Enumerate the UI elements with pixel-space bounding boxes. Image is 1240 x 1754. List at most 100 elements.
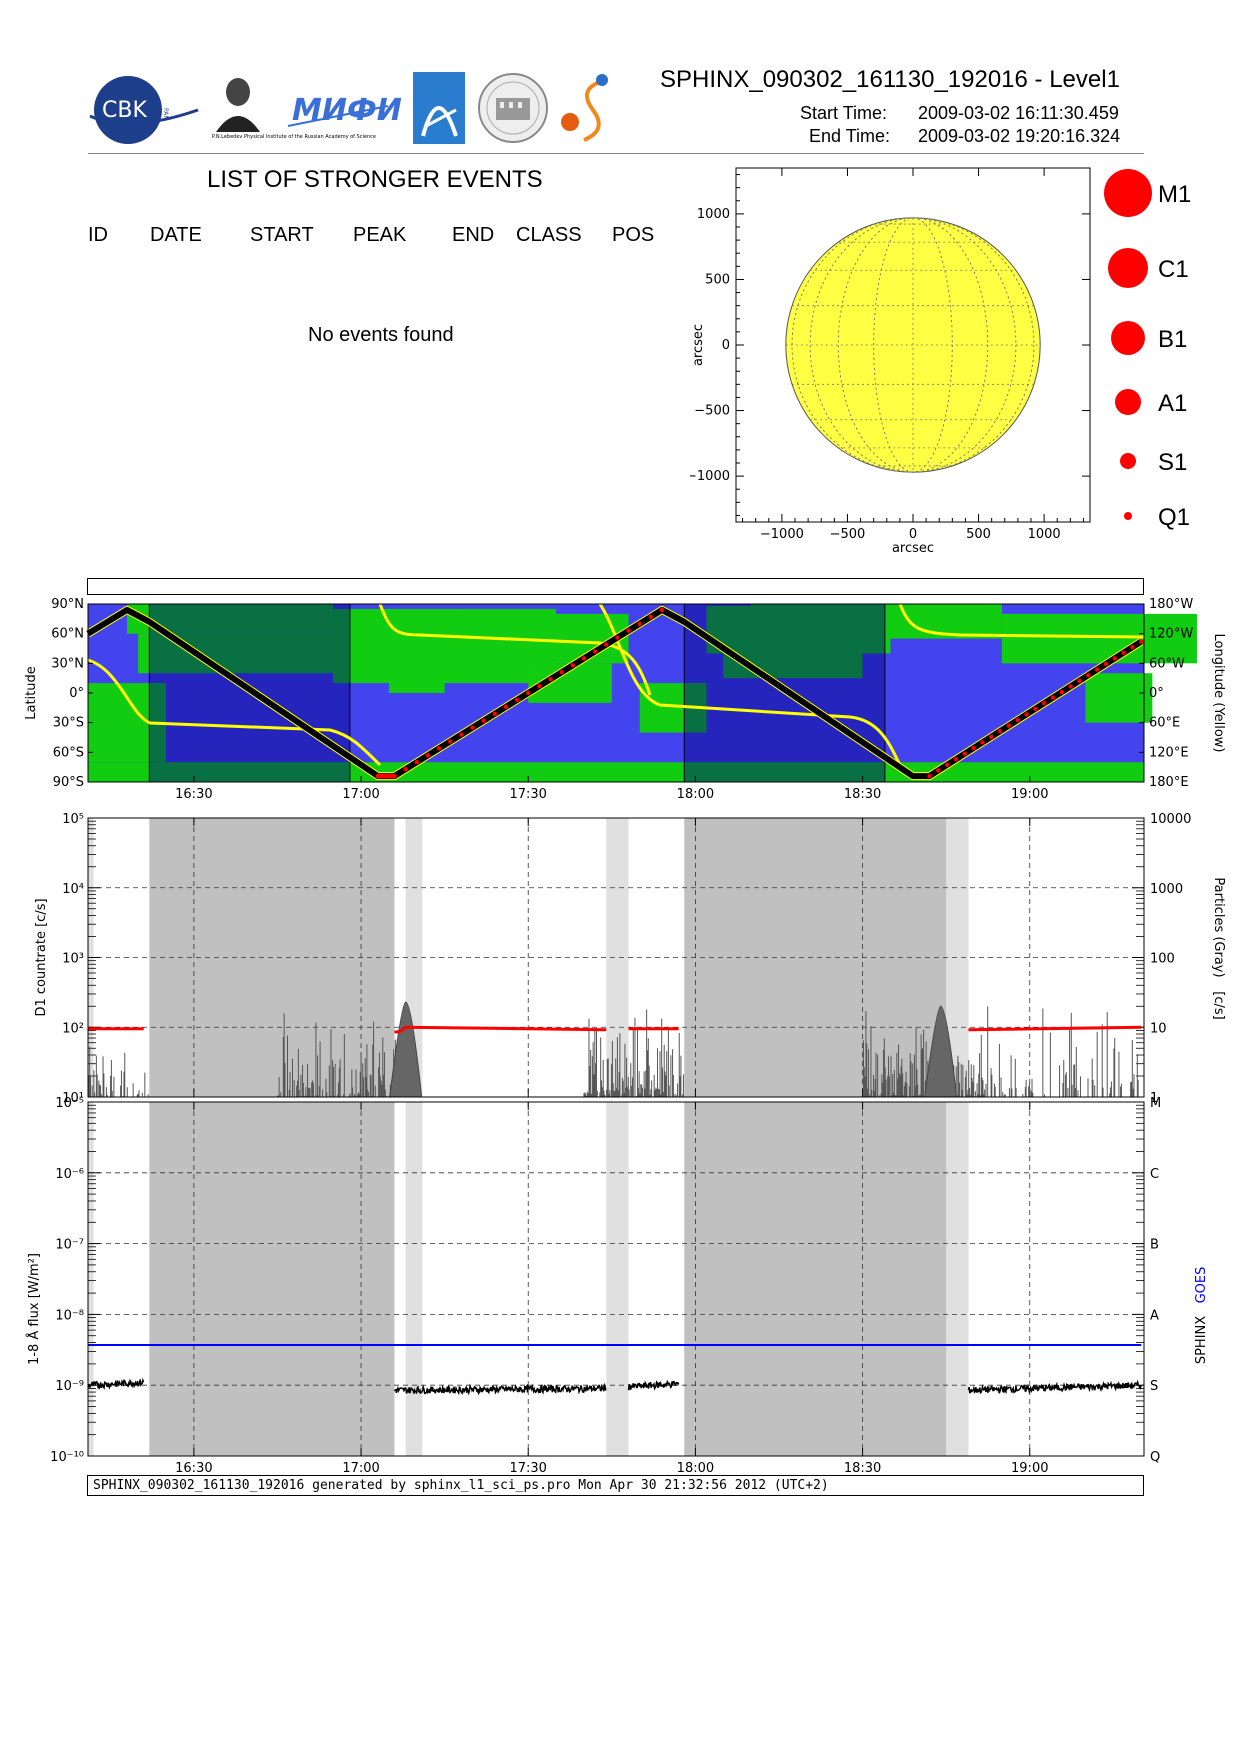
legend-label-a1: A1 bbox=[1158, 390, 1187, 417]
end-time-value: 2009-03-02 19:20:16.324 bbox=[918, 126, 1121, 146]
flux-ytick-right-label: B bbox=[1150, 1238, 1159, 1253]
a-emblem-logo bbox=[413, 72, 465, 144]
longitude-tick-label: 180°W bbox=[1149, 597, 1193, 612]
flux-saa-band bbox=[88, 1102, 94, 1456]
legend-dot-s1 bbox=[1120, 453, 1136, 469]
longitude-track bbox=[378, 603, 652, 696]
continent-shape bbox=[1001, 613, 1197, 664]
time-series-panels: 90°N 60°N 30°N 0° 30°S 60°S 90°S 180°W 120°W 60°W… bbox=[24, 597, 1226, 1475]
legend-goes-label: GOES bbox=[1194, 1267, 1209, 1304]
orbit-flux-marker bbox=[1103, 661, 1109, 667]
orbit-flux-marker bbox=[514, 697, 520, 703]
col-start: START bbox=[250, 224, 314, 246]
start-time-label: Start Time: bbox=[800, 103, 888, 123]
countrate-ytick-right-label: 100 bbox=[1150, 952, 1175, 967]
flare-class-legend: M1 C1 B1 A1 S1 Q1 bbox=[1100, 160, 1240, 540]
countrate-ytick-label: 10⁵ bbox=[62, 812, 84, 827]
orbit-flux-marker bbox=[436, 746, 442, 751]
countrate-eclipse-band bbox=[684, 818, 947, 1097]
flux-eclipse-band bbox=[149, 1102, 395, 1456]
orbit-flux-marker bbox=[1059, 689, 1065, 695]
orbit-flux-marker bbox=[989, 734, 994, 740]
flux-time-tick-label: 18:00 bbox=[677, 1461, 714, 1475]
orbit-flux-marker bbox=[980, 740, 985, 745]
legend-label-b1: B1 bbox=[1158, 326, 1187, 353]
orbit-flux-marker bbox=[626, 628, 631, 633]
orbit-flux-marker bbox=[1086, 673, 1091, 678]
orbit-flux-marker bbox=[537, 683, 542, 689]
sun-map-xtick-label: 1000 bbox=[1028, 527, 1061, 542]
sun-map-xtick-label: −1000 bbox=[760, 527, 804, 542]
flux-ytick-right-label: C bbox=[1150, 1167, 1159, 1182]
end-time-label: End Time: bbox=[809, 126, 891, 146]
orbit-flux-marker bbox=[414, 760, 419, 765]
longitude-tick-label: 60°E bbox=[1149, 716, 1180, 731]
countrate-frame bbox=[87, 817, 1145, 1098]
flux-eclipse-band bbox=[684, 1102, 947, 1456]
legend-label-c1: C1 bbox=[1158, 256, 1189, 283]
longitude-tick-label: 180°E bbox=[1149, 775, 1189, 790]
orbit-time-tick-label: 17:30 bbox=[509, 787, 546, 802]
col-id: ID bbox=[88, 224, 108, 246]
sphinx-flux-line bbox=[87, 1377, 145, 1390]
col-peak: PEAK bbox=[353, 224, 407, 246]
particle-peak bbox=[924, 1005, 958, 1098]
countrate-ytick-right-label: 10000 bbox=[1150, 812, 1191, 827]
orbit-flux-marker bbox=[1033, 706, 1038, 712]
start-time-value: 2009-03-02 16:11:30.459 bbox=[918, 103, 1119, 123]
longitude-tick-label: 60°W bbox=[1149, 656, 1185, 671]
longitude-gridline bbox=[873, 217, 953, 473]
latitude-tick-label: 0° bbox=[69, 686, 84, 701]
legend-dot-q1 bbox=[1124, 512, 1132, 520]
orbit-flux-marker bbox=[1068, 684, 1073, 689]
mifi-logo: МИФИ bbox=[287, 93, 402, 128]
flux-saa-band bbox=[606, 1102, 629, 1456]
svg-text:PAN: PAN bbox=[162, 108, 169, 120]
file-title: SPHINX_090302_161130_192016 - Level1 bbox=[660, 66, 1120, 93]
flux-time-tick-label: 18:30 bbox=[844, 1461, 881, 1475]
orbit-flux-marker bbox=[448, 739, 453, 744]
orbit-ylabel-left: Latitude bbox=[24, 666, 39, 720]
countrate-ylabel-right-unit: [c/s] bbox=[1211, 991, 1226, 1019]
orbit-flux-marker bbox=[962, 751, 967, 756]
orbit-flux-marker bbox=[1006, 723, 1012, 728]
orbit-flux-marker bbox=[615, 635, 620, 640]
sun-map-ytick-label: −1000 bbox=[690, 469, 730, 484]
longitude-tick-label: 120°W bbox=[1149, 627, 1193, 642]
orbit-flux-marker bbox=[470, 725, 475, 730]
countrate-ytick-label: 10² bbox=[62, 1021, 84, 1036]
longitude-tick-label: 0° bbox=[1149, 686, 1164, 701]
flux-ytick-right-label: A bbox=[1150, 1308, 1159, 1323]
sphinx-flux-line bbox=[393, 1382, 607, 1396]
flare-legend-graphic: M1 C1 B1 A1 S1 Q1 bbox=[1104, 169, 1191, 531]
countrate-ytick-right-label: 10 bbox=[1150, 1021, 1167, 1036]
legend-dot-b1 bbox=[1111, 321, 1145, 355]
orbit-flux-marker bbox=[1121, 650, 1126, 655]
header-divider bbox=[88, 153, 1144, 154]
col-date: DATE bbox=[150, 224, 202, 246]
orbit-flux-marker bbox=[425, 753, 431, 758]
flux-ytick-label: 10⁻⁶ bbox=[55, 1167, 84, 1182]
continent-shape bbox=[1085, 673, 1153, 723]
latitude-tick-label: 30°S bbox=[53, 716, 84, 731]
longitude-tick-label: 120°E bbox=[1149, 745, 1189, 760]
flux-ytick-label: 10⁻⁹ bbox=[55, 1379, 84, 1394]
orbit-time-tick-label: 18:30 bbox=[844, 787, 881, 802]
logo-strip: CBK PAN P.N.Lebedev Physical Institute o… bbox=[88, 70, 648, 150]
orbit-flux-marker bbox=[604, 642, 609, 647]
sun-map-ytick-label: 1000 bbox=[697, 207, 730, 222]
orbit-flux-marker bbox=[1024, 712, 1029, 717]
countrate-ytick-label: 10¹ bbox=[62, 1091, 84, 1106]
d1-countrate-line bbox=[968, 1025, 1142, 1032]
sun-map-xtick-label: 500 bbox=[966, 527, 991, 542]
legend-label-s1: S1 bbox=[1158, 449, 1187, 476]
orbit-ylabel-right: Longitude (Yellow) bbox=[1211, 634, 1226, 753]
longitude-track bbox=[898, 603, 1145, 639]
legend-label-q1: Q1 bbox=[1158, 504, 1190, 531]
continent-shape bbox=[388, 653, 445, 693]
sun-s-logo bbox=[561, 74, 608, 142]
countrate-ytick-label: 10³ bbox=[62, 952, 84, 967]
orbit-flux-marker bbox=[1094, 667, 1100, 672]
orbit-flux-marker bbox=[637, 621, 642, 626]
flux-time-tick-label: 19:00 bbox=[1011, 1461, 1048, 1475]
